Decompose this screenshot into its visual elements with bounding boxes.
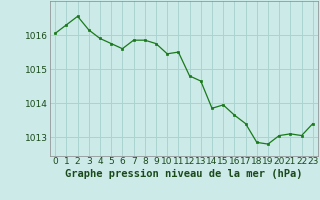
X-axis label: Graphe pression niveau de la mer (hPa): Graphe pression niveau de la mer (hPa) bbox=[65, 169, 303, 179]
